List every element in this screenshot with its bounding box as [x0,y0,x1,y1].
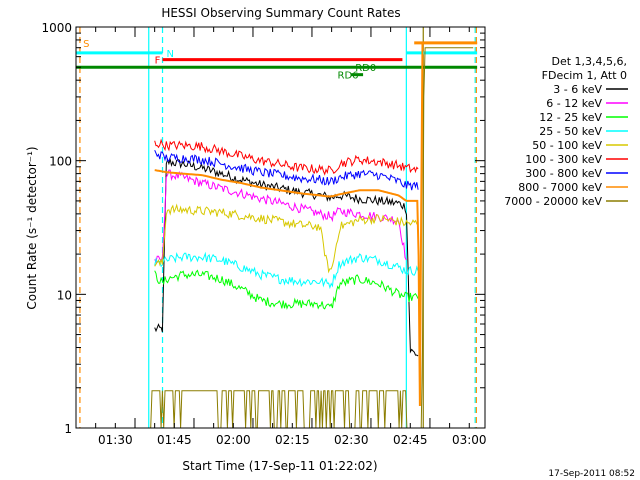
legend-label-6: 100 - 300 keV [525,153,602,166]
series-line-4 [154,251,419,290]
legend-label-9: 7000 - 20000 keV [504,195,602,208]
annotation-f: F [155,56,161,67]
axes: 1 10 100 1000 01:30 01:45 02:00 02:15 02:30 02:45… [41,21,486,447]
x-tick-label-2: 02:00 [216,433,251,447]
series-line-5 [154,203,419,274]
series-line-3 [154,269,419,310]
x-tick-label-4: 02:30 [334,433,369,447]
annotation-rd0: RD0 [355,63,376,74]
x-axis-label: Start Time (17-Sep-11 01:22:02) [182,459,377,473]
annotation-s: S [83,39,89,50]
legend-label-4: 25 - 50 keV [539,125,602,138]
x-tick-label-0: 01:30 [98,433,133,447]
x-tick-label-1: 01:45 [157,433,192,447]
y-tick-label-3: 1000 [41,21,72,35]
x-tick-label-5: 02:45 [393,433,428,447]
legend-label-7: 300 - 800 keV [525,167,602,180]
y-axis-label: Count Rate (s⁻¹ detector⁻¹) [25,146,39,309]
y-tick-label-0: 1 [64,422,72,436]
legend: Det 1,3,4,5,6, FDecim 1, Att 0 3 - 6 keV… [504,55,628,208]
x-tick-label-6: 03:00 [452,433,487,447]
legend-label-2: 6 - 12 keV [546,97,602,110]
annotation-rd6: RD6 [338,71,359,82]
series-line-7 [154,150,419,191]
legend-label-1: 3 - 6 keV [553,83,602,96]
y-tick-label-1: 10 [57,288,72,302]
series-line-2 [154,169,407,264]
annotation-n: N [166,49,173,60]
legend-label-5: 50 - 100 keV [532,139,602,152]
y-tick-label-2: 100 [49,155,72,169]
chart-title: HESSI Observing Summary Count Rates [161,6,400,20]
series-line-6 [154,138,419,176]
legend-header-line-2: FDecim 1, Att 0 [542,69,627,82]
plot-frame [75,26,486,429]
x-tick-label-3: 02:15 [275,433,310,447]
series-line-8 [154,41,478,407]
legend-header-line-1: Det 1,3,4,5,6, [551,55,627,68]
footer-timestamp: 17-Sep-2011 08:52 [548,469,635,479]
legend-label-8: 800 - 7000 keV [518,181,602,194]
legend-label-3: 12 - 25 keV [539,111,602,124]
